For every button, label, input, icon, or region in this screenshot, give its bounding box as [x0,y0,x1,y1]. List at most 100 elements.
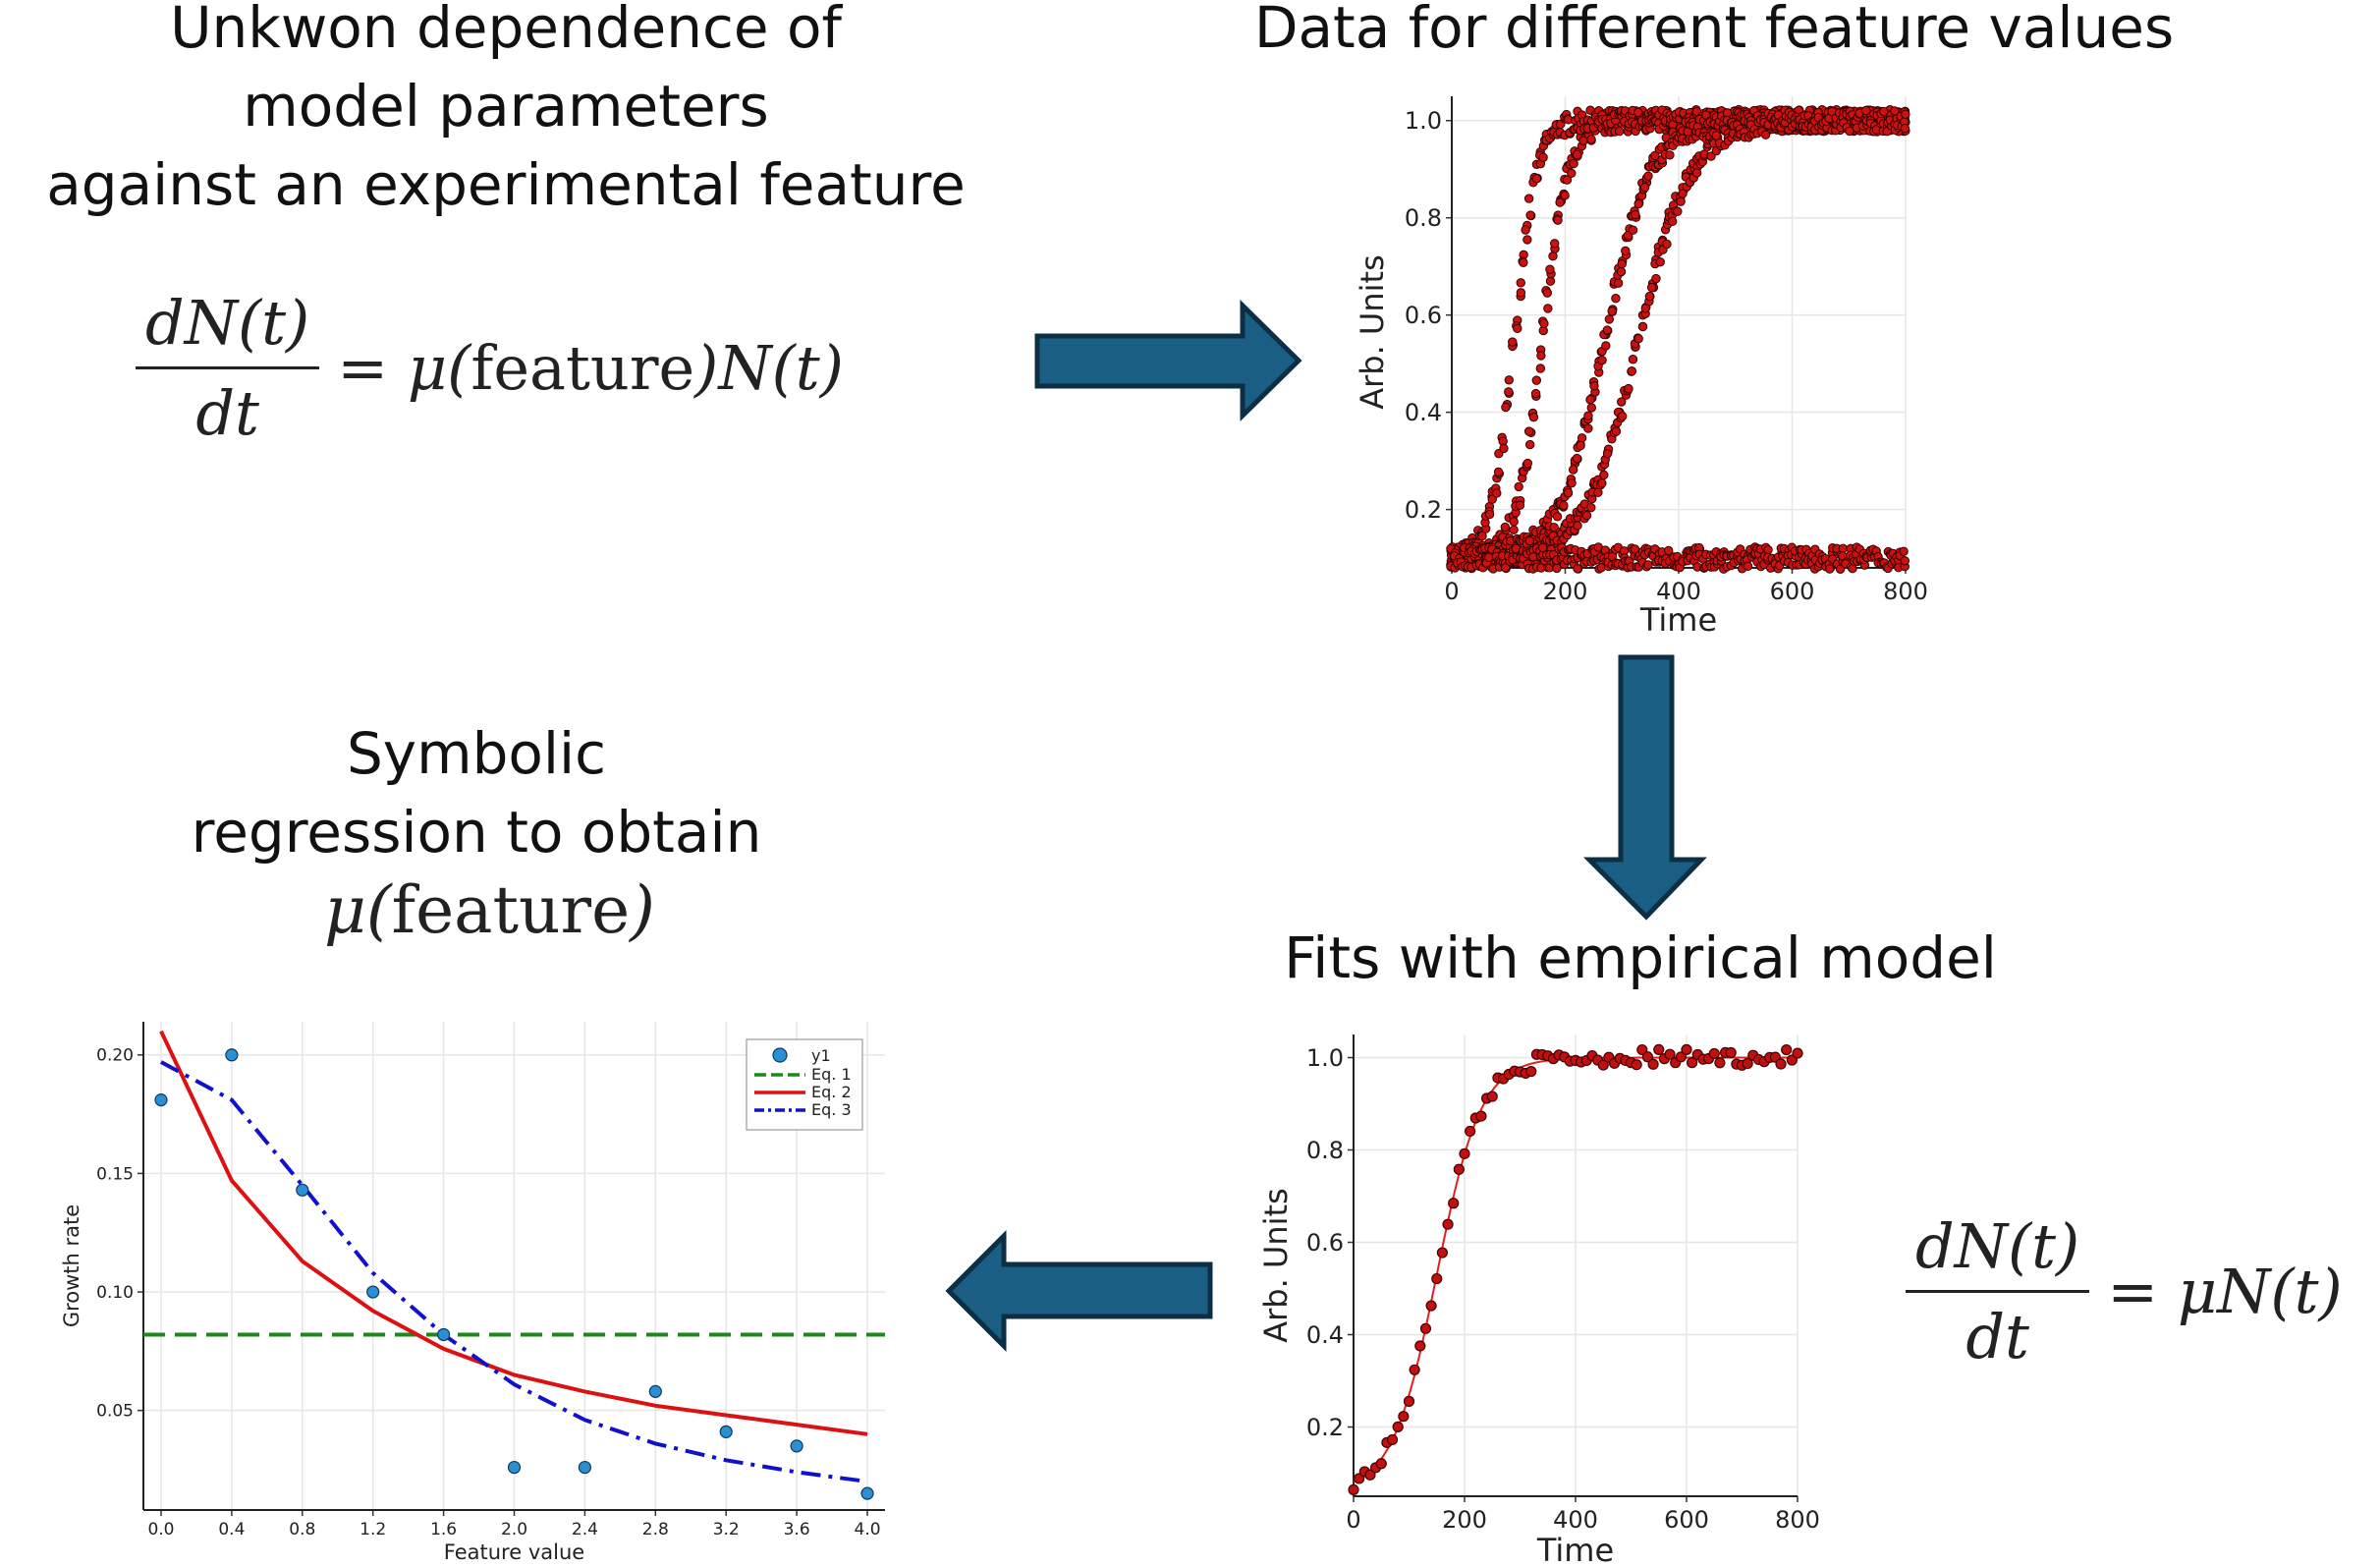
data-point [1742,1057,1753,1070]
data-point [1530,388,1541,399]
data-point [1487,494,1497,504]
data-point [1513,323,1522,333]
data-point [1572,453,1582,464]
data-point [1436,1247,1449,1259]
data-point [1722,108,1733,118]
mu-feature-label: μ(feature) [324,872,655,948]
data-point [1535,364,1546,373]
data-point [1576,440,1585,451]
data-point [1675,1051,1687,1063]
series-line-eq3 [160,1060,868,1483]
data-point [1586,502,1596,513]
data-point [1403,1395,1415,1407]
data-point [1650,150,1660,161]
data-point [1627,366,1636,376]
data-point [1633,334,1643,344]
data-point [1414,1340,1426,1352]
data-point [1504,375,1514,385]
data-point [1364,1469,1376,1481]
data-point [1560,191,1570,200]
data-point [790,1439,803,1453]
title-data-feature-values: Data for different feature values [1253,0,2175,61]
data-point [1431,1272,1443,1285]
data-point [1676,196,1686,206]
x-tick-label: 0 [1346,1506,1360,1534]
equation-fraction: dN(t) dt [1906,1210,2090,1372]
data-point [1543,304,1553,313]
data-point [1562,175,1573,185]
data-point [296,1183,309,1197]
mu-word: feature [391,872,631,948]
title-line: Unkwon dependence of [170,0,842,61]
data-point [1552,563,1562,574]
data-point [1567,168,1577,179]
x-tick-label: 0.0 [147,1520,174,1539]
data-point [1647,1058,1659,1070]
y-axis-label: Arb. Units [1257,1188,1295,1343]
equation-rhs-suffix: )N(t) [694,332,844,404]
data-point [1631,209,1640,220]
title-line: Symbolic [346,720,607,787]
data-point [1583,423,1593,433]
y-axis-label: Arb. Units [1354,254,1391,410]
data-point [1549,239,1560,249]
x-tick-label: 2.4 [572,1520,598,1539]
data-point [1465,1125,1476,1138]
x-tick-label: 600 [1664,1506,1709,1534]
data-point [1531,375,1541,385]
data-point [1459,1147,1470,1159]
right-arrow [1034,300,1302,421]
data-point [1523,426,1534,436]
data-point [1662,239,1672,250]
y-tick-label: 0.8 [1405,204,1442,232]
x-tick-label: 4.0 [855,1520,881,1539]
data-point [1514,481,1523,492]
data-point [1655,256,1665,267]
legend-label-eq2: Eq. 2 [811,1083,852,1101]
data-point [1653,1043,1665,1056]
series-line-eq2 [159,1030,868,1436]
data-point [1621,246,1631,256]
y-tick-label: 0.6 [1405,302,1442,329]
data-point [1586,135,1596,144]
data-point [1631,1059,1642,1071]
data-point [1589,381,1599,391]
data-point [1581,510,1592,521]
data-point [1552,512,1563,522]
data-point [1643,560,1653,570]
equation-rhs: = μN(t) [2107,1256,2343,1327]
x-tick-label: 0.8 [289,1520,315,1539]
x-tick-label: 400 [1656,578,1701,605]
data-point [225,1048,239,1062]
data-point [1616,266,1627,277]
legend-marker-y1 [772,1047,788,1063]
data-point [1563,487,1574,498]
data-point [1569,158,1578,169]
y-tick-label: 0.4 [1306,1321,1344,1349]
title-fits-empirical: Fits with empirical model [1284,924,1997,991]
x-tick-label: 600 [1770,578,1815,605]
data-point [648,1384,662,1398]
data-point [1522,235,1532,245]
data-point [1792,1047,1803,1059]
data-point [1673,206,1683,216]
data-point [1508,337,1518,347]
data-point [1607,307,1617,316]
data-point [1409,1364,1420,1375]
data-point [1860,105,1871,116]
data-point [1628,355,1638,364]
data-point [1775,1058,1787,1070]
data-point [1601,341,1611,351]
y-tick-label: 1.0 [1405,107,1442,135]
y-tick-label: 0.4 [1405,399,1442,426]
data-point [1521,225,1530,235]
data-point [1484,509,1495,520]
data-point [1348,1483,1359,1495]
data-point [1509,517,1519,527]
equation-rhs: = μ(feature)N(t) [337,332,844,404]
data-point [1636,1043,1648,1056]
data-point [1646,282,1657,293]
x-tick-label: 200 [1442,1506,1487,1534]
data-point [1475,1110,1487,1122]
